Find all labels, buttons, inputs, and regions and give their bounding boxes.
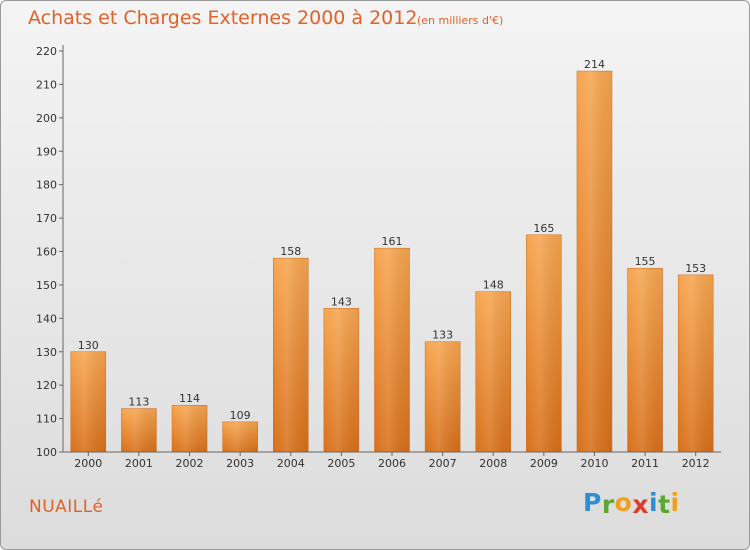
bar-value-label: 130 (78, 339, 99, 352)
y-tick-label: 180 (36, 179, 57, 192)
bar-shine (526, 234, 562, 452)
x-tick-label: 2010 (580, 457, 608, 470)
x-tick-label: 2003 (226, 457, 254, 470)
y-tick-label: 100 (36, 446, 57, 459)
y-tick-label: 220 (36, 45, 57, 58)
bar-value-label: 214 (584, 58, 605, 71)
bar-value-label: 109 (230, 409, 251, 422)
y-tick-label: 170 (36, 212, 57, 225)
x-tick-label: 2004 (277, 457, 305, 470)
y-tick-label: 120 (36, 379, 57, 392)
bar-value-label: 161 (382, 235, 403, 248)
bar-shine (475, 291, 511, 452)
bar-value-label: 158 (280, 245, 301, 258)
bar-shine (172, 405, 208, 452)
x-tick-label: 2012 (682, 457, 710, 470)
logo-letter: x (632, 490, 649, 519)
y-tick-label: 200 (36, 112, 57, 125)
x-tick-label: 2000 (74, 457, 102, 470)
bar-value-label: 113 (128, 396, 149, 409)
bars: 130 113 114 109 158 143 161 133 148 165 214 155 153 (70, 58, 714, 453)
x-tick-label: 2009 (530, 457, 558, 470)
bar-shine (374, 248, 410, 452)
bar-shine (121, 408, 157, 452)
x-tick-label: 2005 (327, 457, 355, 470)
bar-value-label: 155 (635, 255, 656, 268)
x-axis: 2000 2001 2002 2003 2004 2005 2006 2007 2008 2009… (63, 451, 721, 470)
logo-letter: r (601, 490, 615, 519)
x-tick-label: 2007 (429, 457, 457, 470)
y-tick-label: 210 (36, 78, 57, 91)
bar-value-label: 143 (331, 295, 352, 308)
x-tick-label: 2002 (176, 457, 204, 470)
bar-shine (222, 421, 258, 452)
logo-letter: t (658, 490, 671, 519)
y-tick-label: 160 (36, 246, 57, 259)
bar-value-label: 165 (533, 222, 554, 235)
x-tick-label: 2011 (631, 457, 659, 470)
commune-name: NUAILLé (29, 497, 104, 517)
bar-value-label: 153 (685, 262, 706, 275)
logo-letter: i (670, 488, 680, 517)
x-tick-label: 2006 (378, 457, 406, 470)
bar-shine (70, 351, 106, 452)
y-tick-label: 150 (36, 279, 57, 292)
logo-letter: P (583, 488, 602, 517)
bar-value-label: 114 (179, 392, 200, 405)
y-tick-label: 110 (36, 413, 57, 426)
x-tick-label: 2001 (125, 457, 153, 470)
bar-shine (323, 308, 359, 452)
y-tick-label: 140 (36, 312, 57, 325)
proxiti-logo: Proxiti (583, 488, 680, 519)
bar-shine (678, 274, 714, 452)
bar-shine (627, 268, 663, 452)
logo-letter: o (614, 488, 633, 517)
x-tick-label: 2008 (479, 457, 507, 470)
bar-shine (425, 341, 461, 452)
chart-subtitle: (en milliers d'€) (417, 14, 504, 27)
chart-title: Achats et Charges Externes 2000 à 2012 (28, 7, 418, 29)
y-axis: 100 110 120 130 140 150 160 170 180 190 200 210 220 (36, 45, 64, 459)
bar-shine (576, 71, 612, 453)
bar-value-label: 133 (432, 329, 453, 342)
logo-letter: i (649, 488, 659, 517)
bar-shine (273, 258, 309, 452)
y-tick-label: 130 (36, 346, 57, 359)
y-tick-label: 190 (36, 145, 57, 158)
bar-value-label: 148 (483, 279, 504, 292)
